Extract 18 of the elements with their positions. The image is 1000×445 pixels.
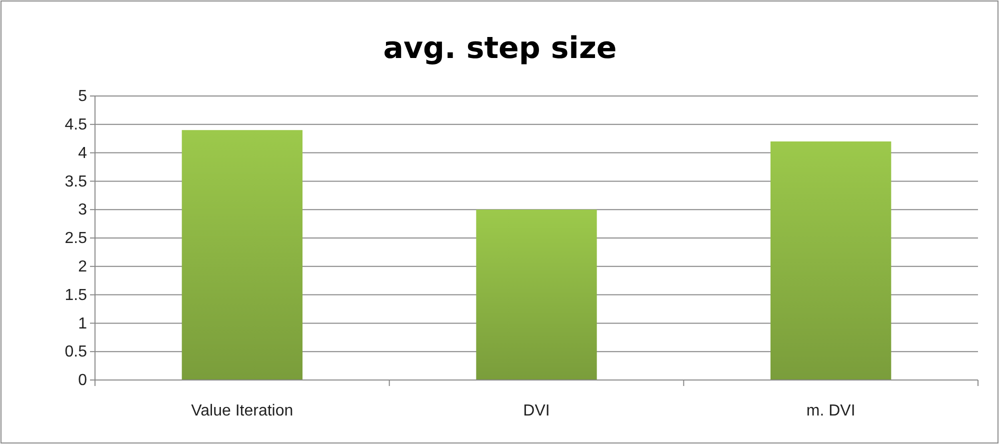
y-tick-label: 3.5 bbox=[64, 173, 88, 190]
y-tick-label: 2 bbox=[78, 258, 88, 276]
y-tick-label: 5 bbox=[78, 88, 88, 106]
chart-title: avg. step size bbox=[383, 31, 617, 66]
x-tick-label: Value Iteration bbox=[191, 402, 294, 420]
bar bbox=[182, 130, 303, 380]
x-tick-label: m. DVI bbox=[806, 402, 856, 420]
y-tick-label: 0.5 bbox=[64, 344, 88, 361]
y-tick-label: 2.5 bbox=[64, 230, 88, 248]
y-tick-label: 0 bbox=[78, 372, 88, 390]
y-tick-label: 1.5 bbox=[64, 286, 88, 304]
bar bbox=[770, 141, 892, 380]
y-tick-label: 4.5 bbox=[64, 116, 88, 134]
x-tick-label: DVI bbox=[523, 402, 550, 420]
y-tick-label: 3 bbox=[78, 202, 88, 219]
y-tick-label: 1 bbox=[78, 315, 88, 332]
bar bbox=[476, 210, 597, 380]
y-tick-label: 4 bbox=[78, 144, 88, 162]
